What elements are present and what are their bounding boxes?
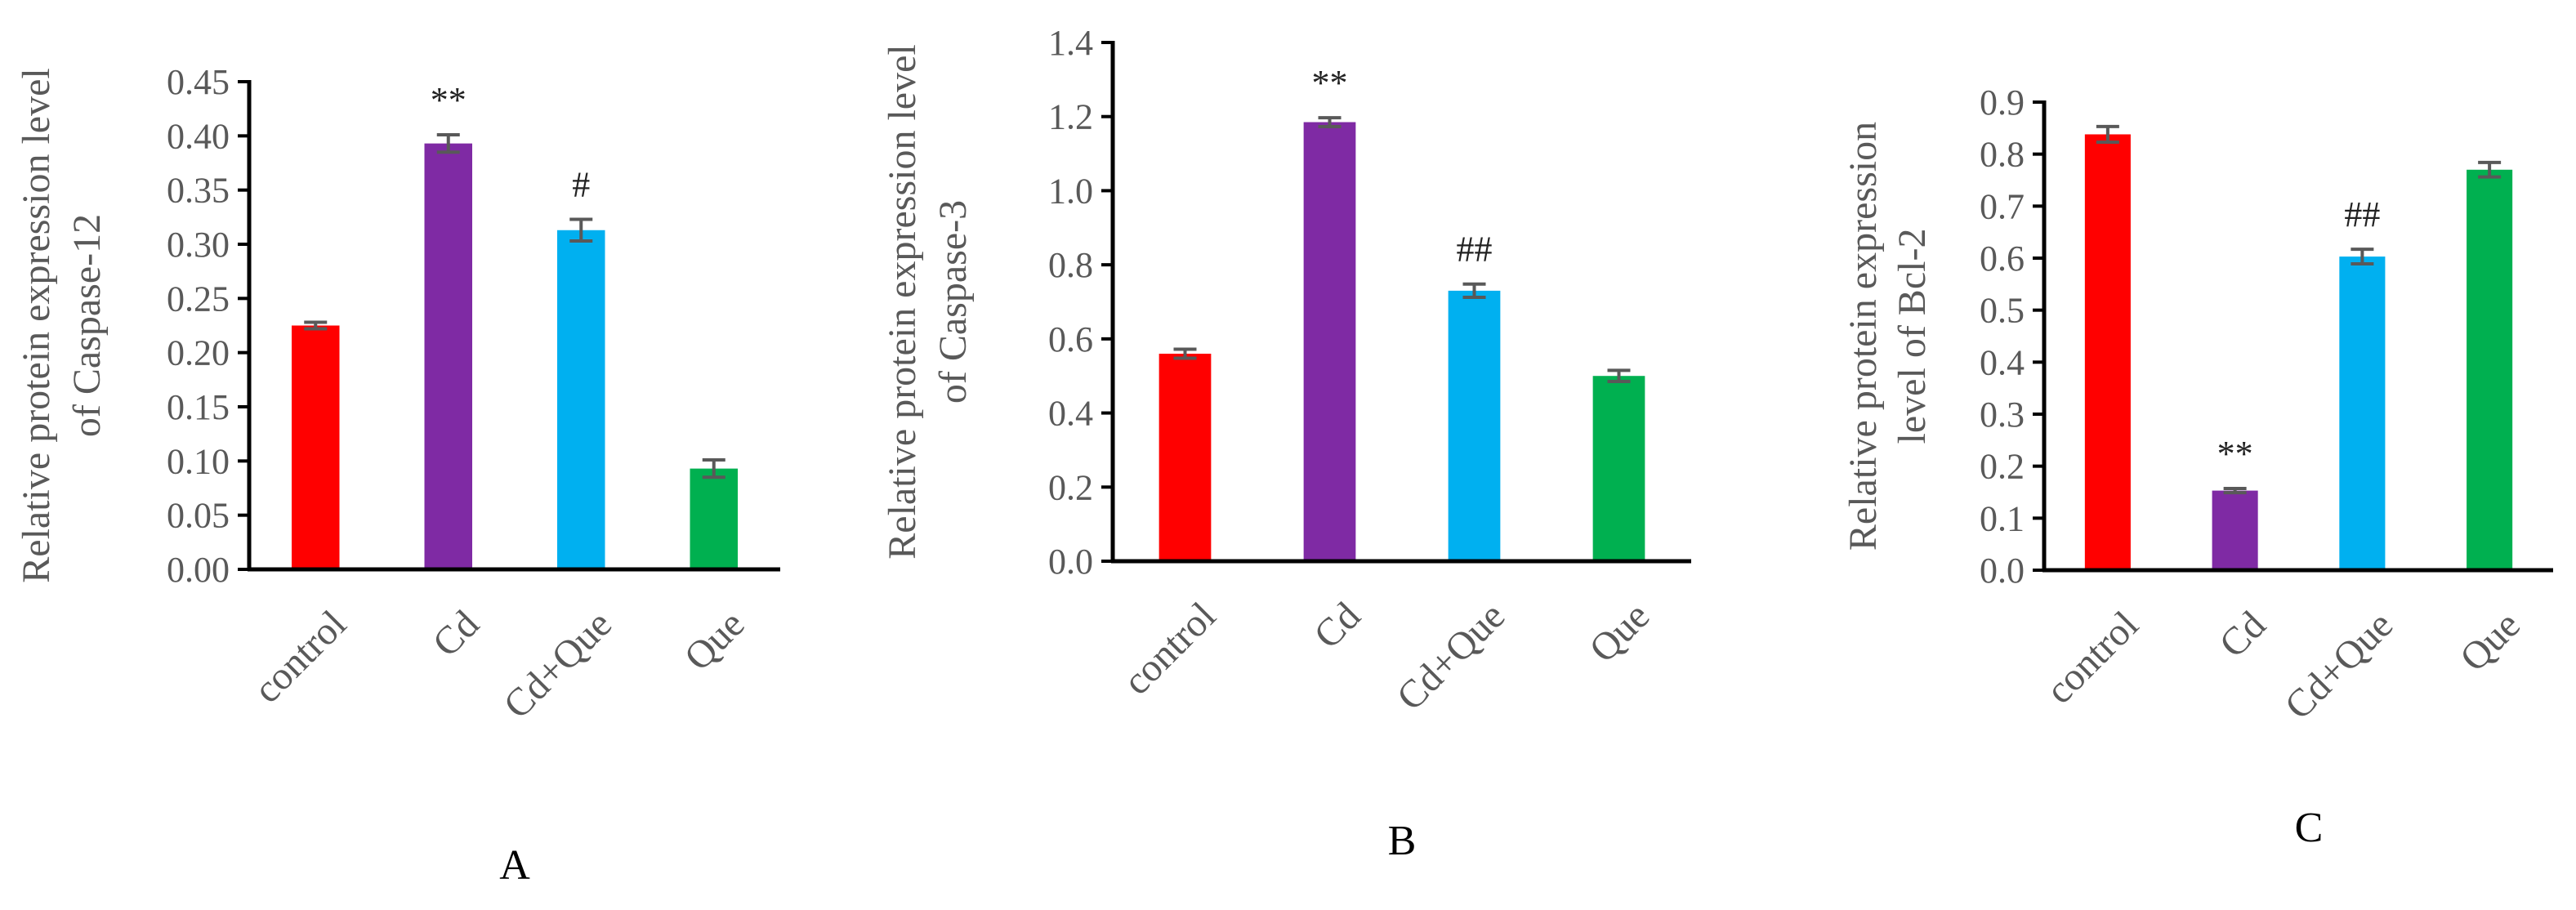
bar-que	[2467, 169, 2513, 570]
bar-cd-plus-que	[557, 230, 605, 569]
y-tick-label: 0.6	[1980, 239, 2025, 279]
y-tick-label: 0.25	[167, 279, 230, 319]
x-category-label: Cd+Que	[1388, 594, 1513, 719]
chart-panel-B: 0.0 0.2 0.4 0.6 0.8 1.0 1.2 1.4 control ** Cd ## Cd+…	[881, 23, 1691, 864]
y-tick-label: 0.20	[167, 333, 230, 373]
bar-control	[2084, 134, 2131, 570]
y-tick-label: 0.6	[1048, 319, 1093, 359]
bar-cd	[424, 143, 472, 569]
chart-panel-A: 0.00 0.05 0.10 0.15 0.20 0.25 0.30 0.35 0.40 0.45…	[15, 62, 780, 889]
y-tick-label: 1.2	[1048, 97, 1093, 137]
y-tick-label: 0.3	[1980, 395, 2025, 435]
y-tick-label: 0.30	[167, 225, 230, 265]
significance-mark: ##	[2344, 194, 2380, 234]
bar-cd-plus-que	[2339, 256, 2386, 570]
y-tick-label: 0.9	[1980, 83, 2025, 123]
y-tick-label: 0.5	[1980, 291, 2025, 331]
significance-mark: **	[2217, 434, 2253, 474]
x-category-label: control	[2038, 603, 2147, 712]
y-tick-label: 0.0	[1048, 542, 1093, 582]
y-axis-label: Relative protein expression level	[881, 44, 924, 559]
significance-mark: ##	[1457, 230, 1493, 270]
y-tick-label: 0.8	[1980, 135, 2025, 175]
y-tick-label: 0.4	[1980, 342, 2025, 382]
y-axis-label: Relative protein expression level	[15, 68, 58, 582]
y-tick-label: 0.00	[167, 550, 230, 590]
bar-cd	[2212, 490, 2258, 570]
y-tick-label: 0.2	[1980, 447, 2025, 487]
y-tick-label: 0.8	[1048, 245, 1093, 285]
bar-control	[1159, 354, 1212, 561]
y-tick-label: 1.4	[1048, 23, 1093, 63]
y-axis-label: level of Bcl-2	[1891, 229, 1934, 444]
x-category-label: control	[1115, 594, 1225, 703]
bar-control	[292, 325, 340, 569]
significance-mark: #	[572, 164, 590, 204]
x-category-label: control	[245, 602, 355, 711]
x-category-label: Que	[1581, 594, 1658, 671]
x-category-label: Cd	[2211, 603, 2274, 666]
y-axis-label: of Caspase-12	[65, 214, 109, 437]
chart-panel-C: 0.0 0.1 0.2 0.3 0.4 0.5 0.6 0.7 0.8 0.9 control ** C…	[1842, 83, 2553, 851]
y-tick-label: 0.05	[167, 496, 230, 536]
x-category-label: Cd	[1306, 594, 1368, 657]
y-tick-label: 0.1	[1980, 498, 2025, 538]
bar-cd-plus-que	[1448, 290, 1501, 561]
x-category-label: Cd+Que	[495, 602, 620, 727]
y-tick-label: 0.35	[167, 171, 230, 211]
y-axis-label: Relative protein expression	[1842, 122, 1885, 551]
panel-label: A	[499, 842, 530, 889]
significance-mark: **	[431, 80, 467, 120]
bar-cd	[1303, 122, 1356, 562]
y-tick-label: 0.4	[1048, 394, 1093, 434]
bar-que	[1592, 376, 1645, 561]
y-tick-label: 0.0	[1980, 551, 2025, 591]
y-tick-label: 0.2	[1048, 467, 1093, 507]
y-tick-label: 0.15	[167, 387, 230, 427]
y-tick-label: 1.0	[1048, 171, 1093, 211]
y-tick-label: 0.7	[1980, 186, 2025, 226]
y-tick-label: 0.10	[167, 441, 230, 481]
y-axis-label: of Caspase-3	[931, 200, 975, 404]
y-tick-label: 0.45	[167, 62, 230, 102]
bar-que	[690, 468, 738, 569]
panel-label: C	[2295, 805, 2324, 851]
y-tick-label: 0.40	[167, 116, 230, 156]
x-category-label: Cd+Que	[2276, 603, 2401, 728]
x-category-label: Que	[2452, 603, 2529, 680]
x-category-label: Que	[676, 602, 753, 679]
significance-mark: **	[1312, 63, 1348, 103]
x-category-label: Cd	[424, 602, 487, 665]
panel-label: B	[1388, 818, 1417, 864]
